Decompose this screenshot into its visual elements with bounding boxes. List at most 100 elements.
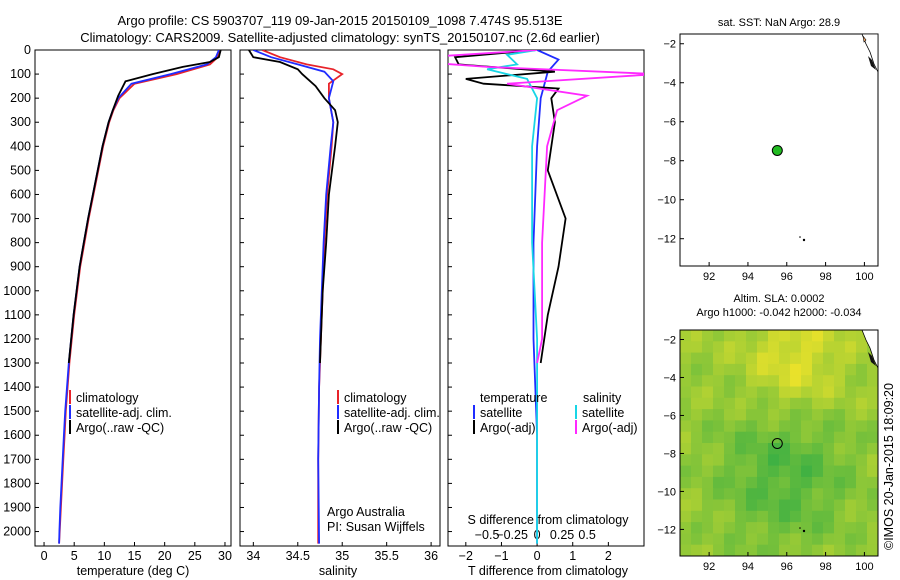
lat-tick-label: −8 <box>663 448 676 460</box>
sla-cell <box>691 533 703 546</box>
sla-cell <box>713 330 725 342</box>
sla-cell <box>845 386 857 399</box>
sla-cell <box>812 544 824 556</box>
sla-cell <box>724 522 736 534</box>
sla-cell <box>856 363 868 376</box>
sla-cell <box>867 386 878 399</box>
sla-cell <box>724 397 736 410</box>
sla-cell <box>801 420 813 433</box>
sla-cell <box>823 510 835 523</box>
sla-cell <box>735 375 747 388</box>
sla-cell <box>867 363 878 376</box>
sla-cell <box>680 431 692 444</box>
sla-cell <box>867 454 878 467</box>
sla-cell <box>702 363 714 376</box>
lat-tick-label: −12 <box>657 234 676 246</box>
series-line-argo-raw-qc- <box>67 50 222 364</box>
sla-cell <box>790 386 802 399</box>
sla-cell <box>691 341 703 354</box>
sla-cell <box>713 499 725 512</box>
s-tick-label: 0.5 <box>578 528 595 542</box>
sla-cell <box>834 454 846 467</box>
depth-tick-label: 1300 <box>3 356 31 370</box>
sla-cell <box>856 499 868 512</box>
series-line-satellite-adj-clim- <box>252 50 335 544</box>
s-tick-label: 0.25 <box>550 528 574 542</box>
sla-cell <box>801 510 813 523</box>
sla-cell <box>680 510 692 523</box>
sla-cell <box>790 510 802 523</box>
sla-cell <box>823 431 835 444</box>
sla-cell <box>801 454 813 467</box>
legend-header-temperature: temperature <box>480 391 547 405</box>
sla-cell <box>845 409 857 421</box>
sla-cell <box>735 443 747 455</box>
sla-cell <box>779 352 791 365</box>
sla-cell <box>834 386 846 399</box>
credit-text: ©IMOS 20-Jan-2015 18:09:20 <box>882 383 896 550</box>
sla-cell <box>845 443 857 455</box>
x-tick-label: −1 <box>494 549 508 563</box>
sla-cell <box>735 499 747 512</box>
sla-cell <box>779 533 791 546</box>
coastline-island <box>862 35 867 43</box>
sla-cell <box>757 488 769 501</box>
sla-cell <box>856 409 868 421</box>
sla-cell <box>834 352 846 365</box>
sla-cell <box>845 352 857 365</box>
sla-cell <box>746 386 758 399</box>
sla-cell <box>724 352 736 365</box>
sla-cell <box>768 431 780 444</box>
depth-tick-label: 1800 <box>3 476 31 490</box>
sla-cell <box>779 443 791 455</box>
sla-cell <box>812 420 824 433</box>
sla-cell <box>834 363 846 376</box>
sla-cell <box>845 454 857 467</box>
sla-cell <box>757 420 769 433</box>
depth-tick-label: 1000 <box>3 284 31 298</box>
sla-cell <box>768 499 780 512</box>
sla-cell <box>845 488 857 501</box>
sla-cell <box>845 330 857 342</box>
sla-cell <box>680 375 692 388</box>
sla-cell <box>856 352 868 365</box>
sla-map-title-line-1: Altim. SLA: 0.0002 <box>733 293 824 305</box>
sla-cell <box>768 420 780 433</box>
sla-cell <box>834 522 846 534</box>
sla-cell <box>779 510 791 523</box>
sla-cell <box>812 375 824 388</box>
small-island <box>799 236 801 238</box>
sla-cell <box>724 431 736 444</box>
series-line-temperature-satellite <box>532 50 560 544</box>
sla-cell <box>713 488 725 501</box>
x-tick-label: −2 <box>459 549 473 563</box>
sla-cell <box>834 443 846 455</box>
depth-tick-label: 400 <box>10 139 31 153</box>
sla-cell <box>757 476 769 489</box>
sla-cell <box>856 420 868 433</box>
x-tick-label: 2 <box>605 549 612 563</box>
sla-cell <box>801 522 813 534</box>
sla-cell <box>691 409 703 421</box>
depth-tick-label: 1600 <box>3 428 31 442</box>
sla-cell <box>823 443 835 455</box>
lon-tick-label: 100 <box>855 271 873 283</box>
sla-cell <box>680 499 692 512</box>
sla-cell <box>823 476 835 489</box>
sla-cell <box>680 488 692 501</box>
sla-cell <box>746 454 758 467</box>
x-tick-label: 15 <box>128 549 142 563</box>
sla-cell <box>812 454 824 467</box>
sla-cell <box>713 397 725 410</box>
series-line-salinity-satellite <box>486 50 539 544</box>
sla-cell <box>735 330 747 342</box>
sla-cell <box>757 431 769 444</box>
sla-cell <box>746 431 758 444</box>
sla-cell <box>702 476 714 489</box>
series-line-temperature-argo-adj- <box>453 50 567 364</box>
sla-cell <box>713 465 725 478</box>
sla-cell <box>801 499 813 512</box>
depth-tick-label: 700 <box>10 212 31 226</box>
sla-cell <box>724 533 736 546</box>
sla-cell <box>757 352 769 365</box>
